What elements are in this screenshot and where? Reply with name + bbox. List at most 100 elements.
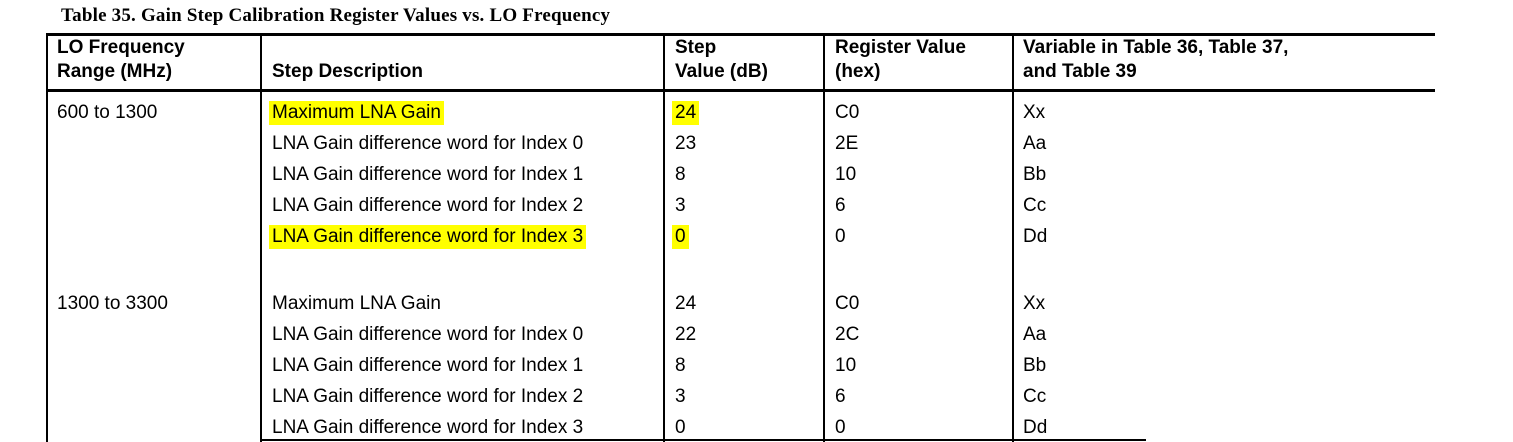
variable-cell: Dd [1023,226,1048,247]
register-value-cell: C0 [835,102,860,123]
variable-cell: Dd [1023,417,1048,438]
table-body: 600 to 1300 Maximum LNA Gain 24 C0 Xx LN… [46,92,1435,442]
column-divider [1012,33,1014,442]
cell-text: 0 [675,417,686,438]
header-line: (hex) [835,61,881,82]
lo-frequency-range-cell [46,130,260,161]
table-row: LNA Gain difference word for Index 3 0 0… [46,223,1435,254]
step-description-cell: LNA Gain difference word for Index 2 [260,383,663,414]
step-description-cell: LNA Gain difference word for Index 2 [260,192,663,223]
table-row: LNA Gain difference word for Index 0 23 … [46,130,1435,161]
cell-text: 3 [675,386,686,407]
variable-cell: Aa [1023,324,1047,345]
table-title: Table 35. Gain Step Calibration Register… [61,5,611,26]
lo-frequency-range-cell: 600 to 1300 [57,102,158,123]
register-value-cell: 6 [835,195,846,216]
step-description-cell: LNA Gain difference word for Index 3 [260,414,663,442]
lo-frequency-range-cell [46,352,260,383]
lo-frequency-range-cell [46,414,260,442]
step-value-cell: 8 [663,161,823,192]
header-line: Step Description [272,61,423,82]
register-value-cell: 2E [835,133,859,154]
lo-frequency-range-cell: 1300 to 3300 [57,293,168,314]
cell-text: 8 [675,164,686,185]
cell-text: LNA Gain difference word for Index 2 [272,195,584,216]
table-row: LNA Gain difference word for Index 3 0 0… [46,414,1435,442]
register-value-cell: 0 [835,226,846,247]
header-line: and Table 39 [1023,61,1137,82]
cell-text: 8 [675,355,686,376]
step-description-cell: LNA Gain difference word for Index 1 [260,352,663,383]
highlighted-text: Maximum LNA Gain [269,101,444,125]
step-description-cell: LNA Gain difference word for Index 0 [260,321,663,352]
column-divider [663,33,665,442]
table-row: LNA Gain difference word for Index 1 8 1… [46,161,1435,192]
step-value-cell: 23 [663,130,823,161]
cell-text: LNA Gain difference word for Index 0 [272,324,584,345]
header-line: Register Value [835,37,966,58]
cell-text: LNA Gain difference word for Index 0 [272,133,584,154]
header-line: Range (MHz) [57,61,173,82]
cell-text: LNA Gain difference word for Index 2 [272,386,584,407]
step-value-cell: 24 [663,99,823,130]
column-header-variable-tables: Variable in Table 36, Table 37, and Tabl… [1012,36,1435,89]
register-value-cell: 0 [835,417,846,438]
clipped-bottom-rule [260,439,1146,441]
cell-text: LNA Gain difference word for Index 1 [272,355,584,376]
variable-cell: Bb [1023,164,1047,185]
cell-text: 22 [675,324,697,345]
header-line: LO Frequency [57,37,185,58]
step-description-cell: Maximum LNA Gain [260,290,663,321]
variable-cell: Xx [1023,102,1046,123]
variable-cell: Aa [1023,133,1047,154]
step-value-cell: 22 [663,321,823,352]
column-divider [823,33,825,442]
table-row: LNA Gain difference word for Index 2 3 6… [46,383,1435,414]
register-value-cell: 10 [835,355,857,376]
register-value-cell: 2C [835,324,860,345]
lo-frequency-range-cell [46,161,260,192]
step-value-cell: 0 [663,223,823,254]
table-row: 1300 to 3300 Maximum LNA Gain 24 C0 Xx [46,290,1435,321]
body-top-padding [46,92,1435,99]
table-row: LNA Gain difference word for Index 2 3 6… [46,192,1435,223]
highlighted-text: 0 [672,225,689,249]
step-value-cell: 0 [663,414,823,442]
step-description-cell: LNA Gain difference word for Index 3 [260,223,663,254]
step-value-cell: 3 [663,383,823,414]
gain-step-calibration-table: LO Frequency Range (MHz) Step Descriptio… [46,33,1435,442]
cell-text: 23 [675,133,697,154]
group-spacer [46,254,1435,290]
variable-cell: Cc [1023,386,1047,407]
column-header-lo-frequency-range: LO Frequency Range (MHz) [46,36,260,89]
cell-text: LNA Gain difference word for Index 1 [272,164,584,185]
column-header-step-description: Step Description [260,36,663,89]
step-description-cell: LNA Gain difference word for Index 0 [260,130,663,161]
column-divider [260,33,262,442]
table-row: LNA Gain difference word for Index 0 22 … [46,321,1435,352]
step-value-cell: 3 [663,192,823,223]
cell-text: LNA Gain difference word for Index 3 [272,417,584,438]
highlighted-text: 24 [672,101,700,125]
header-line: Step [675,37,717,58]
variable-cell: Bb [1023,355,1047,376]
table-row: 600 to 1300 Maximum LNA Gain 24 C0 Xx [46,99,1435,130]
cell-text: Maximum LNA Gain [272,293,441,314]
lo-frequency-range-cell [46,192,260,223]
header-line: Variable in Table 36, Table 37, [1023,37,1289,58]
table-top-border [46,33,1435,36]
step-value-cell: 24 [663,290,823,321]
lo-frequency-range-cell [46,223,260,254]
variable-cell: Xx [1023,293,1046,314]
header-line: Value (dB) [675,61,768,82]
column-header-step-value: Step Value (dB) [663,36,823,89]
step-value-cell: 8 [663,352,823,383]
step-description-cell: LNA Gain difference word for Index 1 [260,161,663,192]
header-bottom-border [46,89,1435,92]
table-left-border [46,33,48,442]
register-value-cell: C0 [835,293,860,314]
highlighted-text: LNA Gain difference word for Index 3 [269,225,587,249]
cell-text: 3 [675,195,686,216]
cell-text: 24 [675,293,697,314]
